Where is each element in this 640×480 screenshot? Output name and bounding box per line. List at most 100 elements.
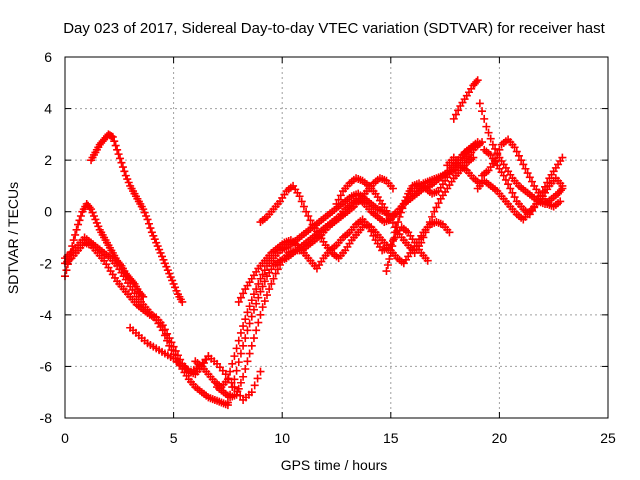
data-point xyxy=(221,370,230,379)
data-point-fill xyxy=(510,193,519,202)
data-point xyxy=(74,220,83,229)
data-point xyxy=(69,236,78,245)
data-point-fill xyxy=(269,274,278,283)
data-point-fill xyxy=(76,212,85,221)
data-point-fill xyxy=(137,291,146,300)
data-point-fill xyxy=(239,322,248,331)
data-point xyxy=(158,321,167,330)
series-7 xyxy=(223,138,487,407)
data-point-fill xyxy=(68,242,77,251)
data-point-fill xyxy=(527,177,536,186)
data-point-fill xyxy=(241,365,250,374)
series-2 xyxy=(61,233,232,410)
data-point-fill xyxy=(245,319,254,328)
x-tick-label: 5 xyxy=(170,430,178,446)
data-point-fill xyxy=(228,359,237,368)
data-point-fill xyxy=(118,163,127,172)
data-point xyxy=(423,256,432,265)
data-point-fill xyxy=(71,230,80,239)
y-tick-label: -2 xyxy=(40,255,53,271)
data-point-fill xyxy=(252,299,261,308)
data-points xyxy=(61,76,567,410)
data-point xyxy=(247,388,256,397)
data-point-fill xyxy=(396,208,405,217)
data-point-fill xyxy=(484,128,493,137)
data-point xyxy=(473,76,482,85)
data-point-fill xyxy=(297,197,306,206)
data-point xyxy=(473,138,482,147)
data-point-fill xyxy=(173,351,182,360)
y-tick-label: -6 xyxy=(40,358,53,374)
data-point-fill xyxy=(432,203,441,212)
series-13 xyxy=(449,76,482,123)
data-point-fill xyxy=(247,341,256,350)
data-point xyxy=(482,122,491,131)
x-tick-label: 10 xyxy=(274,430,290,446)
data-point xyxy=(295,192,304,201)
data-point xyxy=(230,352,239,361)
data-point-fill xyxy=(160,325,169,334)
data-point-fill xyxy=(247,296,256,305)
data-point-fill xyxy=(256,310,265,319)
data-point xyxy=(386,248,395,257)
y-tick-label: 6 xyxy=(44,49,52,65)
data-point xyxy=(499,171,508,180)
data-point-fill xyxy=(236,293,245,302)
data-point-fill xyxy=(228,383,237,392)
data-point xyxy=(395,212,404,221)
data-point-fill xyxy=(421,228,430,237)
data-point-fill xyxy=(232,366,241,375)
axis-ticks: 0 5 10 15 20 25 -8 -6 -4 -2 0 2 4 6 xyxy=(40,49,616,446)
data-point-fill xyxy=(521,164,530,173)
data-point xyxy=(523,169,532,178)
data-point-fill xyxy=(239,341,248,350)
data-point xyxy=(236,328,245,337)
data-point xyxy=(165,334,174,343)
data-point-fill xyxy=(254,293,263,302)
data-point-fill xyxy=(428,212,437,221)
chart-title: Day 023 of 2017, Sidereal Day-to-day VTE… xyxy=(63,20,605,37)
data-point xyxy=(239,372,248,381)
series-11 xyxy=(382,138,482,276)
data-point xyxy=(252,326,261,335)
data-point xyxy=(117,158,126,167)
data-point-fill xyxy=(258,282,267,291)
data-point-fill xyxy=(388,242,397,251)
data-point-fill xyxy=(236,378,245,387)
data-point-fill xyxy=(434,199,443,208)
data-point-fill xyxy=(250,381,259,390)
data-point-fill xyxy=(504,180,513,189)
data-point-fill xyxy=(304,212,313,221)
series-14 xyxy=(475,99,567,208)
data-point xyxy=(271,269,280,278)
data-point-fill xyxy=(306,216,315,225)
data-point-fill xyxy=(249,334,258,343)
data-point-fill xyxy=(163,329,172,338)
data-point-fill xyxy=(501,175,510,184)
data-point-fill xyxy=(262,291,271,300)
data-point xyxy=(445,228,454,237)
data-point xyxy=(256,287,265,296)
data-point xyxy=(384,210,393,219)
data-point-fill xyxy=(85,203,94,212)
data-point-fill xyxy=(389,235,398,244)
y-tick-label: -8 xyxy=(40,410,53,426)
series-17 xyxy=(473,174,567,224)
data-point xyxy=(475,99,484,108)
data-point xyxy=(488,140,497,149)
data-point-fill xyxy=(252,285,261,294)
data-point-fill xyxy=(392,223,401,232)
data-point xyxy=(506,184,515,193)
data-point-fill xyxy=(241,315,250,324)
data-point xyxy=(245,349,254,358)
data-point xyxy=(243,326,252,335)
x-tick-label: 20 xyxy=(492,430,508,446)
data-point-fill xyxy=(451,110,460,119)
data-point-fill xyxy=(419,233,428,242)
data-point-fill xyxy=(254,279,263,288)
data-point-fill xyxy=(508,188,517,197)
x-axis-label: GPS time / hours xyxy=(281,457,388,473)
data-point xyxy=(382,267,391,276)
data-point-fill xyxy=(388,218,397,227)
